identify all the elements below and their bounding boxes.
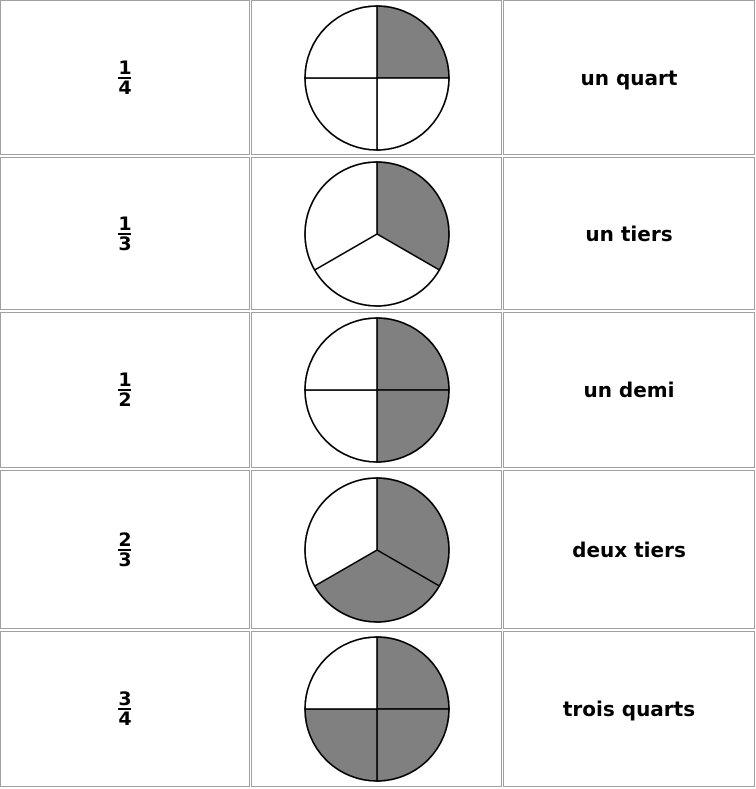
fraction-bar: [118, 389, 132, 391]
fraction-denominator: 4: [118, 708, 132, 730]
word-cell-4: deux tiers: [503, 470, 755, 629]
word-cell-1: un quart: [503, 0, 755, 155]
word-cell-5: trois quarts: [503, 631, 755, 787]
fraction-pie-4: [303, 476, 450, 623]
shaded-slice: [375, 389, 450, 463]
fraction-word: un tiers: [585, 221, 673, 246]
fraction-word: trois quarts: [562, 697, 696, 721]
shaded-slice: [303, 708, 378, 782]
word-cell-2: un tiers: [503, 157, 755, 310]
fraction-denominator: 3: [118, 232, 132, 255]
unshaded-slice: [303, 389, 378, 463]
fraction-denominator: 2: [118, 389, 132, 411]
shaded-slice: [375, 708, 450, 782]
fraction-numerator: 1: [118, 56, 132, 79]
fraction-pie-2: [303, 160, 450, 307]
fraction-pie-5: [303, 636, 450, 782]
fraction-word: un demi: [583, 378, 675, 402]
shaded-slice: [375, 636, 450, 710]
pie-outline: [303, 160, 450, 307]
pie-cell-2: [251, 157, 502, 310]
fraction-bar: [118, 76, 132, 79]
pie-cell-3: [251, 312, 502, 468]
unshaded-slice: [375, 76, 450, 151]
fraction-numerator: 2: [118, 528, 132, 551]
shaded-slice: [375, 317, 450, 391]
fraction-numerator: 1: [118, 369, 132, 391]
unshaded-slice: [303, 636, 378, 710]
word-cell-3: un demi: [503, 312, 755, 468]
pie-cell-5: [251, 631, 502, 787]
fraction-denominator: 3: [118, 548, 132, 571]
fraction-numerator: 3: [118, 688, 132, 710]
pie-cell-4: [251, 470, 502, 629]
fraction-numerator: 1: [118, 212, 132, 235]
unshaded-slice: [303, 4, 378, 79]
fraction-bar: [118, 232, 132, 235]
unshaded-slice: [303, 76, 378, 151]
pie-outline: [303, 476, 450, 623]
unshaded-slice: [303, 317, 378, 391]
pie-outline: [303, 4, 450, 151]
pie-outline: [303, 317, 450, 463]
fraction-word: deux tiers: [572, 537, 686, 562]
fraction-pie-1: [303, 4, 450, 151]
pie-cell-1: [251, 0, 502, 155]
fraction-pie-3: [303, 317, 450, 463]
fraction-bar: [118, 708, 132, 710]
shaded-slice: [375, 4, 450, 79]
fraction-denominator: 4: [118, 76, 132, 99]
fraction-bar: [118, 548, 132, 551]
pie-outline: [303, 636, 450, 782]
fraction-word: un quart: [580, 65, 678, 90]
